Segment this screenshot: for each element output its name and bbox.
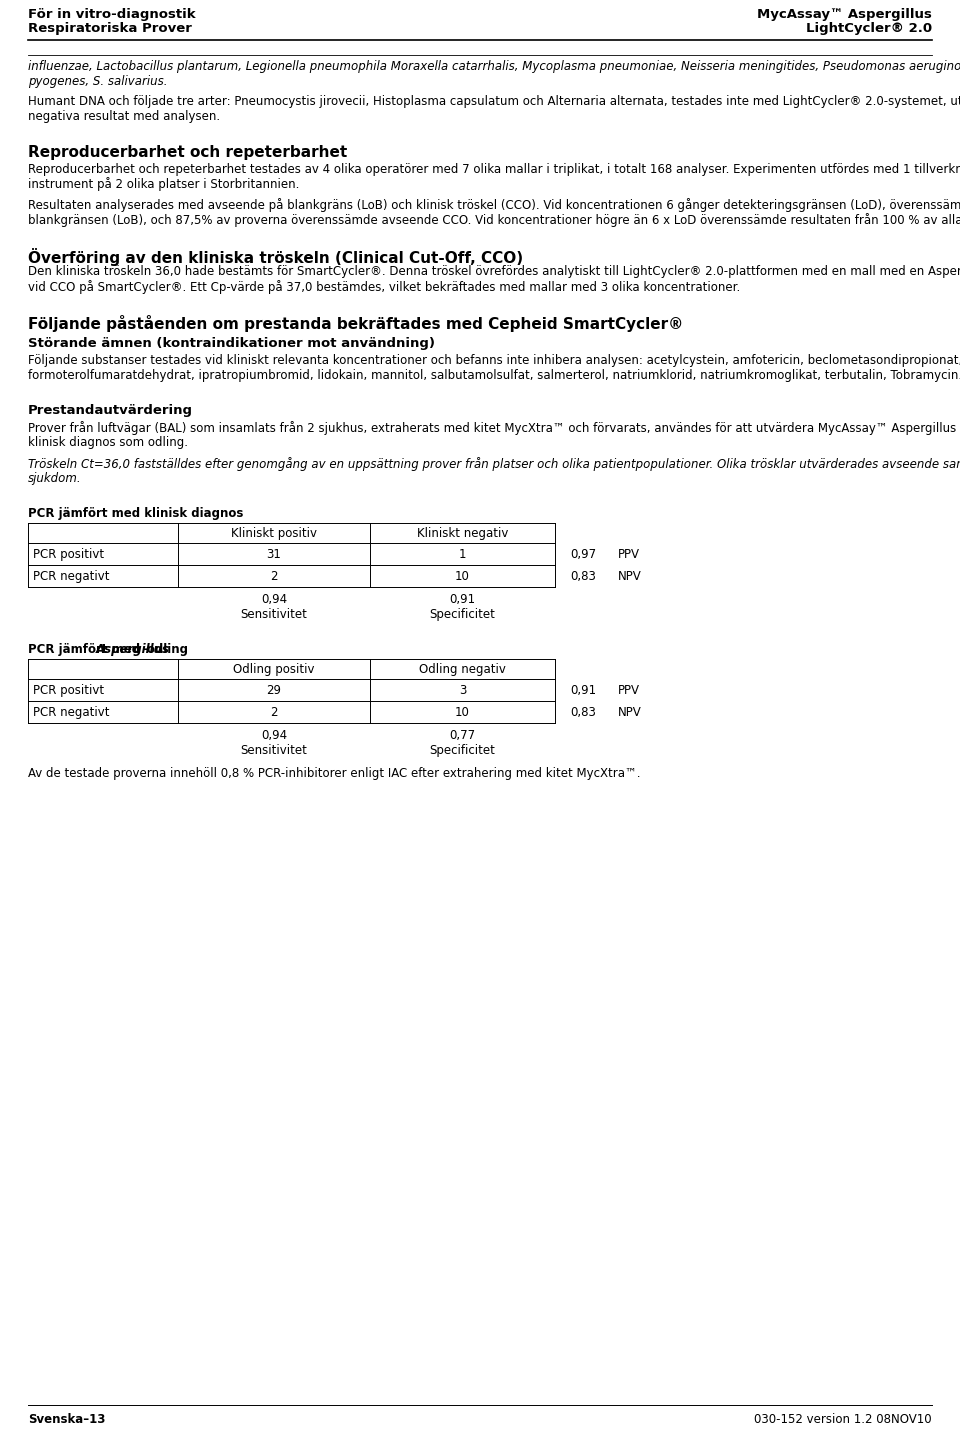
- Text: sjukdom.: sjukdom.: [28, 472, 82, 485]
- Text: Följande substanser testades vid kliniskt relevanta koncentrationer och befanns : Följande substanser testades vid klinisk…: [28, 354, 960, 367]
- Text: Kliniskt positiv: Kliniskt positiv: [231, 527, 317, 540]
- Text: 10: 10: [455, 570, 470, 583]
- Text: 0,94: 0,94: [261, 729, 287, 742]
- Text: Sensitivitet: Sensitivitet: [241, 743, 307, 758]
- Text: Överföring av den kliniska tröskeln (Clinical Cut-Off, CCO): Överföring av den kliniska tröskeln (Cli…: [28, 248, 523, 265]
- Text: PCR positivt: PCR positivt: [33, 548, 104, 561]
- Text: 1: 1: [459, 548, 467, 561]
- Text: Reproducerbarhet och repeterbarhet testades av 4 olika operatörer med 7 olika ma: Reproducerbarhet och repeterbarhet testa…: [28, 162, 960, 177]
- Text: Prestandautvärdering: Prestandautvärdering: [28, 405, 193, 418]
- Text: Svenska–13: Svenska–13: [28, 1413, 106, 1426]
- Text: 0,97: 0,97: [570, 548, 596, 561]
- Text: Humant DNA och följade tre arter: Pneumocystis jirovecii, Histoplasma capsulatum: Humant DNA och följade tre arter: Pneumo…: [28, 95, 960, 108]
- Text: Odling negativ: Odling negativ: [420, 663, 506, 676]
- Text: Respiratoriska Prover: Respiratoriska Prover: [28, 22, 192, 34]
- Text: LightCycler® 2.0: LightCycler® 2.0: [805, 22, 932, 34]
- Text: 3: 3: [459, 684, 467, 697]
- Text: Av de testade proverna innehöll 0,8 % PCR-inhibitorer enligt IAC efter extraheri: Av de testade proverna innehöll 0,8 % PC…: [28, 766, 640, 781]
- Text: klinisk diagnos som odling.: klinisk diagnos som odling.: [28, 436, 188, 449]
- Text: För in vitro-diagnostik: För in vitro-diagnostik: [28, 9, 196, 22]
- Text: Specificitet: Specificitet: [429, 608, 495, 621]
- Text: PCR jämfört med klinisk diagnos: PCR jämfört med klinisk diagnos: [28, 507, 244, 519]
- Text: 2: 2: [271, 570, 277, 583]
- Text: negativa resultat med analysen.: negativa resultat med analysen.: [28, 110, 220, 123]
- Text: Reproducerbarhet och repeterbarhet: Reproducerbarhet och repeterbarhet: [28, 145, 348, 159]
- Text: PCR jämfört med: PCR jämfört med: [28, 643, 144, 656]
- Text: Aspergillus: Aspergillus: [96, 643, 170, 656]
- Text: PCR negativt: PCR negativt: [33, 570, 109, 583]
- Text: NPV: NPV: [618, 706, 641, 719]
- Text: 29: 29: [267, 684, 281, 697]
- Text: Kliniskt negativ: Kliniskt negativ: [417, 527, 508, 540]
- Text: 0,94: 0,94: [261, 593, 287, 606]
- Text: 030-152 version 1.2 08NOV10: 030-152 version 1.2 08NOV10: [755, 1413, 932, 1426]
- Text: Prover från luftvägar (BAL) som insamlats från 2 sjukhus, extraherats med kitet : Prover från luftvägar (BAL) som insamlat…: [28, 420, 960, 435]
- Text: instrument på 2 olika platser i Storbritannien.: instrument på 2 olika platser i Storbrit…: [28, 177, 300, 191]
- Text: MycAssay™ Aspergillus: MycAssay™ Aspergillus: [757, 9, 932, 22]
- Text: Tröskeln Ct=36,0 fastställdes efter genomgång av en uppsättning prover från plat: Tröskeln Ct=36,0 fastställdes efter geno…: [28, 456, 960, 471]
- Text: influenzae, Lactobacillus plantarum, Legionella pneumophila Moraxella catarrhali: influenzae, Lactobacillus plantarum, Leg…: [28, 60, 960, 73]
- Text: 10: 10: [455, 706, 470, 719]
- Text: Odling positiv: Odling positiv: [233, 663, 315, 676]
- Text: 0,83: 0,83: [570, 570, 596, 583]
- Text: 0,83: 0,83: [570, 706, 596, 719]
- Text: Resultaten analyserades med avseende på blankgräns (LoB) och klinisk tröskel (CC: Resultaten analyserades med avseende på …: [28, 198, 960, 212]
- Text: 2: 2: [271, 706, 277, 719]
- Text: 0,91: 0,91: [570, 684, 596, 697]
- Text: 31: 31: [267, 548, 281, 561]
- Text: pyogenes, S. salivarius.: pyogenes, S. salivarius.: [28, 75, 167, 88]
- Text: Följande påståenden om prestanda bekräftades med Cepheid SmartCycler®: Följande påståenden om prestanda bekräft…: [28, 316, 684, 331]
- Text: 0,91: 0,91: [449, 593, 475, 606]
- Text: PPV: PPV: [618, 684, 640, 697]
- Text: Sensitivitet: Sensitivitet: [241, 608, 307, 621]
- Text: Den kliniska tröskeln 36,0 hade bestämts för SmartCycler®. Denna tröskel övreför: Den kliniska tröskeln 36,0 hade bestämts…: [28, 265, 960, 278]
- Text: Störande ämnen (kontraindikationer mot användning): Störande ämnen (kontraindikationer mot a…: [28, 337, 435, 350]
- Text: -odling: -odling: [143, 643, 189, 656]
- Text: NPV: NPV: [618, 570, 641, 583]
- Text: 0,77: 0,77: [449, 729, 475, 742]
- Text: PCR positivt: PCR positivt: [33, 684, 104, 697]
- Text: formoterolfumaratdehydrat, ipratropiumbromid, lidokain, mannitol, salbutamolsulf: formoterolfumaratdehydrat, ipratropiumbr…: [28, 369, 960, 382]
- Text: PCR negativt: PCR negativt: [33, 706, 109, 719]
- Text: PPV: PPV: [618, 548, 640, 561]
- Text: Specificitet: Specificitet: [429, 743, 495, 758]
- Text: blankgränsen (LoB), och 87,5% av proverna överenssämde avseende CCO. Vid koncent: blankgränsen (LoB), och 87,5% av provern…: [28, 212, 960, 227]
- Text: vid CCO på SmartCycler®. Ett Cp-värde på 37,0 bestämdes, vilket bekräftades med : vid CCO på SmartCycler®. Ett Cp-värde på…: [28, 280, 740, 294]
